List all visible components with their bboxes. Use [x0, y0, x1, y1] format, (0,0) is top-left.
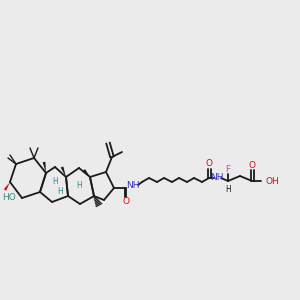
Text: O: O — [206, 160, 212, 169]
Text: NH: NH — [210, 173, 224, 182]
Text: O: O — [122, 196, 130, 206]
Text: H: H — [57, 188, 63, 196]
Text: O: O — [248, 160, 256, 169]
Text: NH: NH — [126, 181, 140, 190]
Text: H: H — [225, 185, 231, 194]
Text: HO: HO — [2, 193, 16, 202]
Polygon shape — [43, 162, 46, 173]
Polygon shape — [61, 167, 66, 177]
Text: F: F — [225, 166, 231, 175]
Text: OH: OH — [265, 176, 279, 185]
Text: H: H — [52, 178, 58, 187]
Polygon shape — [83, 169, 90, 177]
Polygon shape — [4, 182, 10, 191]
Text: H: H — [76, 181, 82, 190]
